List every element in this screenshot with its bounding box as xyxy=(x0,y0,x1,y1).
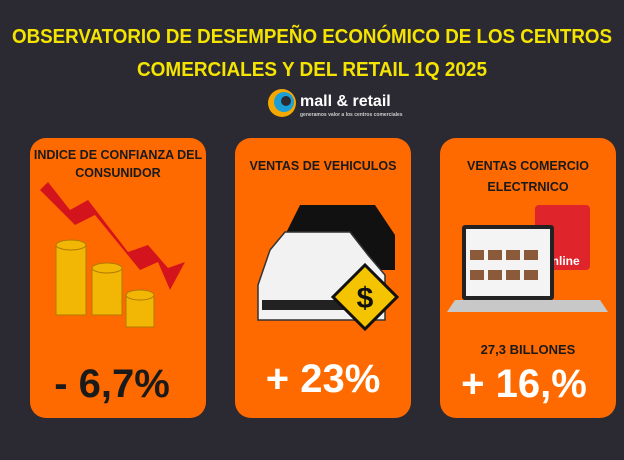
thumbnail xyxy=(524,250,538,260)
thumbnail xyxy=(524,270,538,280)
coin-stacks xyxy=(55,239,155,328)
card-title: VENTAS DE VEHICULOS xyxy=(249,159,396,173)
logo-icon xyxy=(281,96,291,106)
thumbnail xyxy=(488,270,502,280)
card: VENTAS DE VEHICULOS $ + 23% xyxy=(235,138,411,418)
card-title: CONSUNIDOR xyxy=(75,166,160,180)
coin-stack xyxy=(55,244,87,316)
dollar-sign-icon xyxy=(330,262,400,332)
card-title: VENTAS COMERCIO xyxy=(467,159,589,173)
card-note: 27,3 BILLONES xyxy=(481,342,576,357)
icon-text: $ xyxy=(357,282,374,315)
coin xyxy=(91,262,123,274)
thumbnail xyxy=(470,250,484,260)
thumbnail xyxy=(506,250,520,260)
card-title: INDICE DE CONFIANZA DEL xyxy=(34,148,203,162)
card-value: - 6,7% xyxy=(54,362,170,406)
falling-arrow xyxy=(40,182,185,290)
laptop-base xyxy=(447,300,608,312)
card-title: ELECTRNICO xyxy=(487,180,569,194)
thumbnail xyxy=(470,270,484,280)
thumbnail xyxy=(506,270,520,280)
coin xyxy=(125,289,155,301)
card: INDICE DE CONFIANZA DEL CONSUNIDOR - 6,7… xyxy=(30,138,206,418)
thumbnail xyxy=(488,250,502,260)
title: COMERCIALES Y DEL RETAIL 1Q 2025 xyxy=(137,59,487,81)
car-grille xyxy=(262,300,382,310)
product-thumbnails xyxy=(470,250,538,280)
coin-stack xyxy=(91,267,123,316)
logo: mall & retail generamos valor a los cent… xyxy=(268,89,403,118)
card-value: + 16,% xyxy=(461,362,587,406)
coin xyxy=(55,239,87,251)
card: VENTAS COMERCIO ELECTRNICO online 27,3 B… xyxy=(440,138,616,418)
logo-name: mall & retail xyxy=(300,93,391,110)
card-value: + 23% xyxy=(266,357,381,401)
laptop-display xyxy=(466,229,550,296)
logo-tagline: generamos valor a los centros comerciale… xyxy=(300,112,403,118)
title: OBSERVATORIO DE DESEMPEÑO ECONÓMICO DE L… xyxy=(12,24,612,48)
